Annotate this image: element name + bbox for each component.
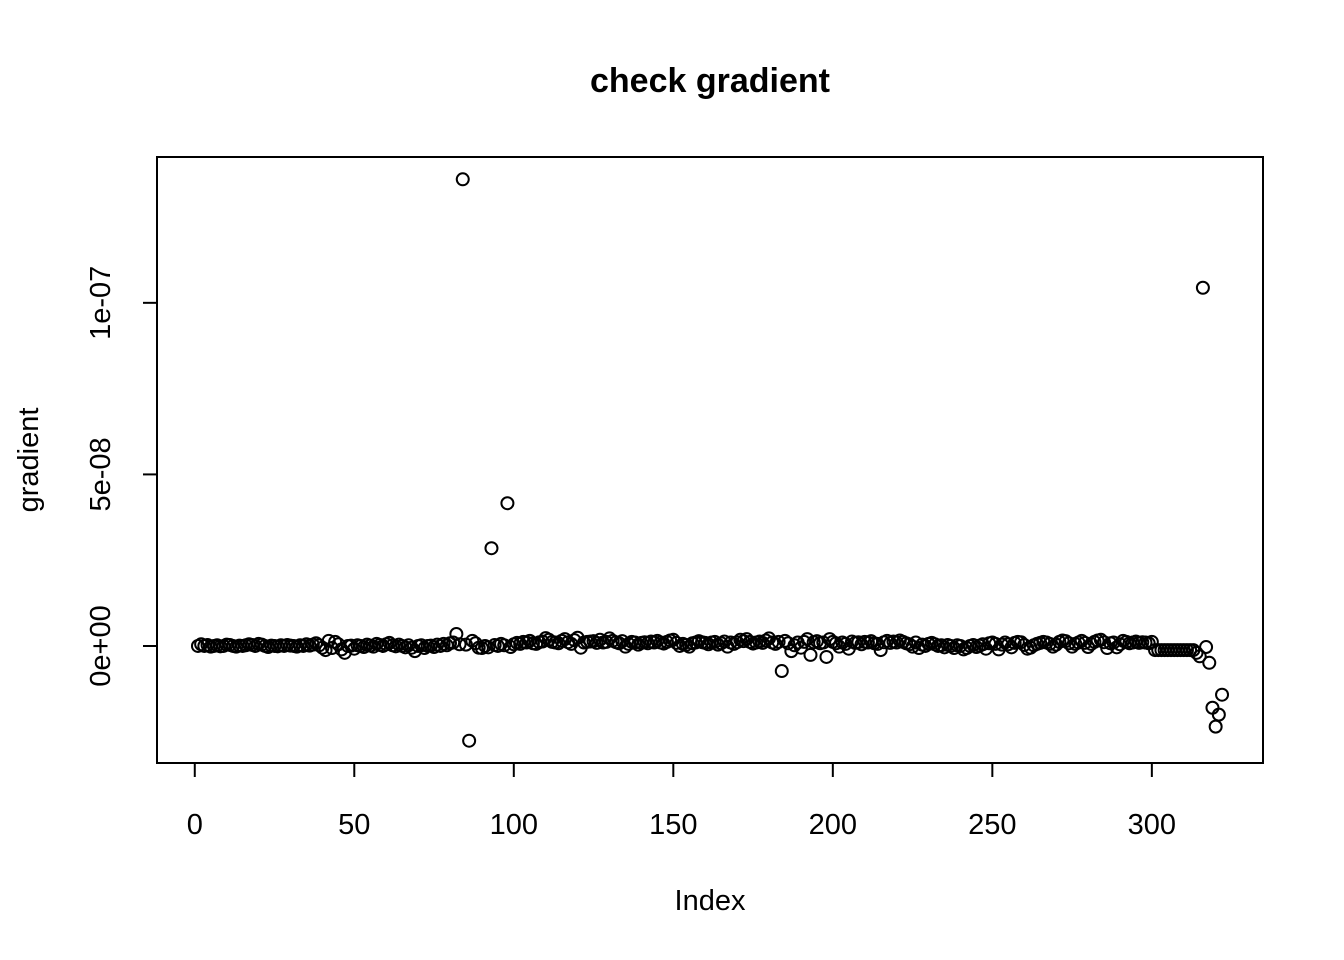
point	[318, 643, 333, 658]
x-tick-label: 0	[187, 809, 203, 841]
x-tick-label: 200	[809, 809, 857, 841]
point	[1199, 640, 1214, 655]
point	[771, 634, 786, 649]
y-tick-label: 0e+00	[85, 605, 117, 686]
point	[366, 639, 381, 654]
y-tick-label: 1e-07	[85, 266, 117, 340]
x-tick-label: 300	[1128, 809, 1176, 841]
point	[1192, 649, 1207, 664]
point	[589, 635, 604, 650]
point	[781, 636, 796, 651]
point	[481, 640, 496, 655]
y-axis-label: gradient	[13, 408, 45, 513]
point	[1077, 635, 1092, 650]
point	[669, 635, 684, 650]
point	[347, 641, 362, 656]
point	[321, 633, 336, 648]
chart-title: check gradient	[590, 62, 830, 100]
point	[937, 640, 952, 655]
point	[500, 496, 515, 511]
point	[803, 647, 818, 662]
point	[1195, 280, 1210, 295]
x-tick-label: 100	[490, 809, 538, 841]
point	[1001, 637, 1016, 652]
x-axis-label: Index	[675, 885, 746, 917]
x-tick-label: 50	[338, 809, 370, 841]
point	[1042, 636, 1057, 651]
point	[455, 172, 470, 187]
point	[452, 637, 467, 652]
point	[832, 639, 847, 654]
point	[873, 643, 888, 658]
y-tick-label: 5e-08	[85, 437, 117, 511]
point	[1211, 707, 1226, 722]
point	[787, 638, 802, 653]
point	[1061, 636, 1076, 651]
point	[1215, 687, 1230, 702]
point	[484, 541, 499, 556]
point	[800, 632, 815, 647]
point	[497, 638, 512, 653]
point	[707, 634, 722, 649]
x-tick-label: 250	[968, 809, 1016, 841]
point	[829, 636, 844, 651]
point	[462, 733, 477, 748]
x-tick-label: 150	[649, 809, 697, 841]
point	[1208, 719, 1223, 734]
point	[446, 635, 461, 650]
point	[356, 640, 371, 655]
plot-box	[156, 156, 1264, 764]
point	[819, 649, 834, 664]
point	[774, 664, 789, 679]
point	[1202, 655, 1217, 670]
